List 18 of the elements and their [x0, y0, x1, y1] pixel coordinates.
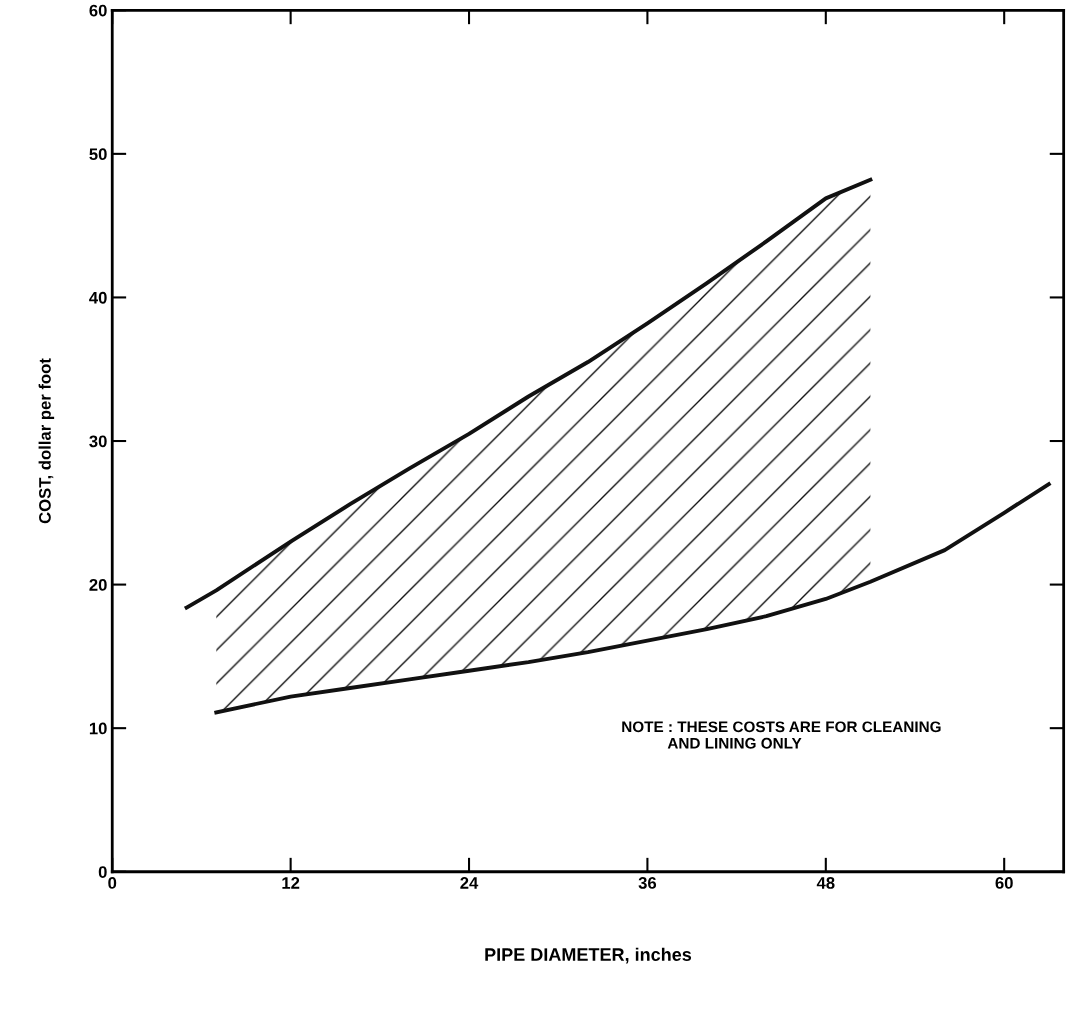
y-tick-label: 20: [89, 578, 107, 591]
y-tick-label: 10: [89, 722, 107, 735]
y-tick-label: 50: [89, 148, 107, 161]
x-tick-label: 0: [108, 877, 117, 889]
x-axis-title: PIPE DIAMETER, inches: [485, 947, 692, 964]
y-tick-label: 60: [89, 4, 107, 17]
x-tick-label: 48: [816, 877, 835, 889]
annotation: NOTE : THESE COSTS ARE FOR CLEANING AND LINING ONLY: [622, 721, 941, 749]
x-tick-label: 24: [460, 877, 479, 889]
x-tick-label: 12: [282, 877, 300, 889]
y-tick-label: 30: [89, 435, 107, 448]
x-tick-label: 60: [995, 877, 1013, 889]
y-tick-label: 0: [98, 866, 107, 878]
line-series: [214, 482, 1051, 715]
y-tick-label: 40: [89, 291, 107, 304]
y-axis-title: COST, dollar per foot: [38, 358, 55, 524]
line-series: [184, 177, 873, 610]
x-tick-label: 36: [638, 877, 657, 889]
